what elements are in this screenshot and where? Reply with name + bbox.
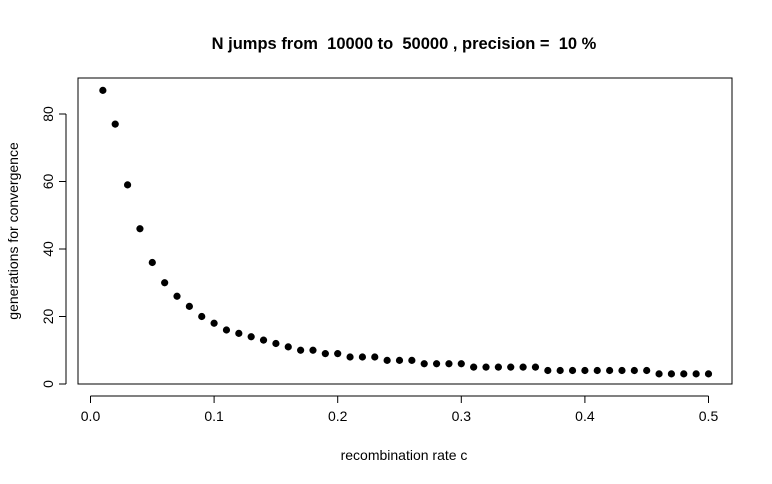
x-tick-label: 0.4 [575,408,595,424]
data-point [457,360,465,368]
data-point [494,363,502,371]
data-point [420,360,428,368]
data-point [297,346,305,354]
data-point [507,363,515,371]
data-point [408,356,416,364]
data-point [667,370,676,378]
data-point [692,370,700,378]
data-point [618,366,626,375]
data-point [272,339,280,348]
x-tick-label: 0.2 [328,408,348,424]
data-point [321,350,329,358]
data-point [198,312,206,321]
data-point [445,360,453,368]
y-tick-label: 40 [40,241,56,257]
y-tick-label: 20 [40,309,56,325]
data-point [123,181,132,189]
x-tick-label: 0.3 [452,408,472,424]
x-axis: 0.0 0.1 0.2 0.3 0.4 0.5 [81,395,719,424]
data-point [606,366,614,375]
data-point [235,329,243,337]
data-point [568,366,577,375]
data-point [358,353,367,361]
data-point [643,366,651,375]
data-point [680,370,688,378]
x-tick-label: 0.5 [699,408,719,424]
data-point [556,366,564,375]
x-tick-label: 0.0 [81,408,101,424]
data-point [136,225,144,233]
data-point [309,346,317,354]
y-axis: 0 20 40 60 80 [40,106,67,388]
data-point [531,363,540,371]
x-tick-label: 0.1 [204,408,224,424]
data-point [383,356,391,364]
data-point [247,333,255,341]
data-point [173,292,181,300]
y-tick-label: 0 [40,380,56,388]
data-point [432,360,441,368]
data-point [519,363,527,371]
data-point [395,356,404,364]
data-point [148,258,156,267]
plot-area-frame [77,77,733,385]
data-point [222,326,231,334]
data-point [346,353,354,361]
data-point [284,343,292,351]
data-point [334,350,342,358]
data-point [593,366,601,375]
chart-title: N jumps from 10000 to 50000 , precision … [212,35,597,53]
data-point [655,370,663,378]
data-point [704,370,713,378]
data-point [161,279,169,287]
data-points [99,86,713,378]
data-point [470,363,478,371]
y-tick-label: 60 [40,174,56,190]
data-point [630,366,638,375]
data-point [544,366,552,375]
data-point [185,302,193,310]
data-point [99,86,107,94]
data-point [371,353,379,361]
data-point [581,366,589,375]
data-point [482,363,490,371]
y-axis-label: generations for convergence [5,142,21,320]
x-axis-label: recombination rate c [341,447,468,463]
data-point [210,319,218,327]
data-point [259,336,268,344]
y-tick-label: 80 [40,106,56,122]
data-point [111,120,119,128]
